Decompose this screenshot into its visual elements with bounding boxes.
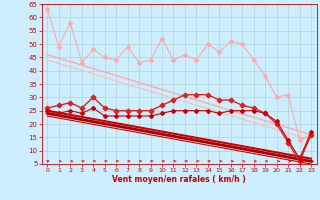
X-axis label: Vent moyen/en rafales ( km/h ): Vent moyen/en rafales ( km/h ) [112,175,246,184]
